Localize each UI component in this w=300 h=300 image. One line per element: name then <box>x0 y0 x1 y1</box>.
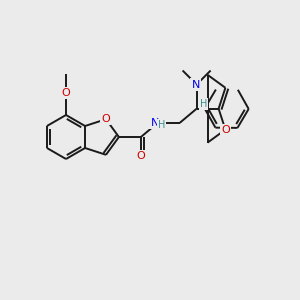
Text: O: O <box>221 124 230 135</box>
Text: O: O <box>61 88 70 98</box>
Text: H: H <box>200 99 207 109</box>
Text: N: N <box>151 118 159 128</box>
Text: N: N <box>191 80 200 89</box>
Text: O: O <box>136 151 145 161</box>
Text: H: H <box>158 120 165 130</box>
Text: O: O <box>102 114 110 124</box>
